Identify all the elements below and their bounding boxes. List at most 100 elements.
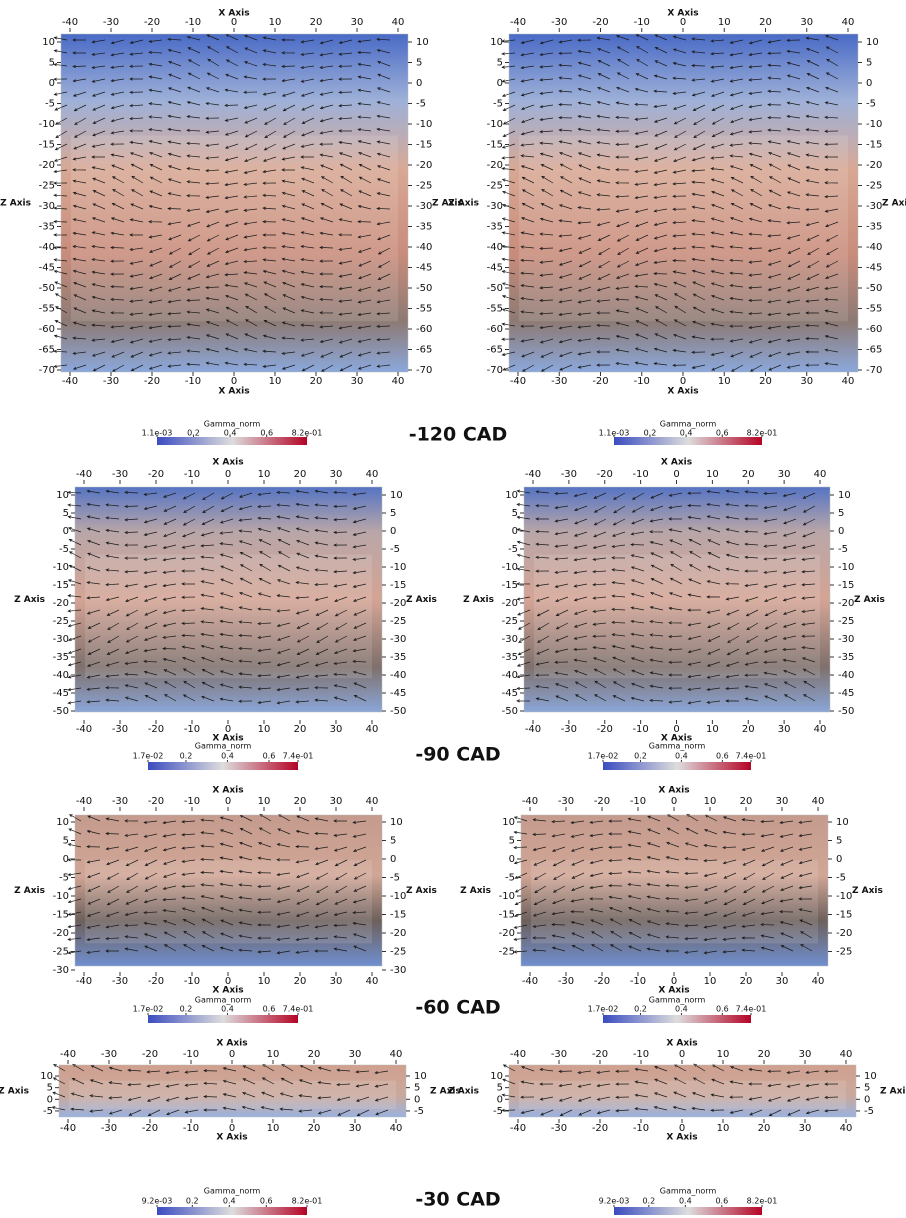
x-tick-label: 30 xyxy=(778,724,791,735)
z-tick-label: -45 xyxy=(416,263,432,274)
z-axis-title: Z Axis xyxy=(463,595,494,605)
z-tick-label: -20 xyxy=(39,160,55,171)
x-tick-label: 40 xyxy=(366,796,379,807)
x-tick-label: -10 xyxy=(632,469,648,480)
x-tick-label: -20 xyxy=(592,1049,608,1060)
x-tick-label: 0 xyxy=(229,1049,235,1060)
z-tick-label: 10 xyxy=(866,37,879,48)
z-tick-label: -5 xyxy=(416,99,426,110)
z-tick-label: 10 xyxy=(502,817,515,828)
z-tick-label: -10 xyxy=(866,119,882,130)
z-tick-label: -40 xyxy=(502,670,518,681)
x-tick-label: -20 xyxy=(592,1123,608,1134)
x-tick-label: 40 xyxy=(366,976,379,987)
colorbar-tick-label: 0.2 xyxy=(644,429,657,438)
z-tick-label: 10 xyxy=(414,1071,427,1082)
x-tick-label: -20 xyxy=(594,976,610,987)
x-tick-label: 30 xyxy=(349,1123,362,1134)
x-tick-label: -30 xyxy=(112,976,128,987)
x-tick-label: 40 xyxy=(814,724,827,735)
z-tick-label: -30 xyxy=(416,201,432,212)
z-tick-label: -5 xyxy=(493,1106,503,1117)
x-tick-label: -10 xyxy=(183,1049,199,1060)
colorbar-tick-label: 0.4 xyxy=(680,429,693,438)
z-axis-title: Z Axis xyxy=(406,595,437,605)
z-tick-label: 0 xyxy=(416,78,422,89)
x-tick-label: -10 xyxy=(183,1123,199,1134)
x-axis-title: X Axis xyxy=(212,786,243,796)
x-tick-label: 20 xyxy=(742,469,755,480)
z-tick-label: -65 xyxy=(487,345,503,356)
x-tick-label: 10 xyxy=(718,17,731,28)
z-tick-label: -5 xyxy=(390,873,400,884)
z-tick-label: -10 xyxy=(416,119,432,130)
z-tick-label: -35 xyxy=(53,652,69,663)
z-axis-title: Z Axis xyxy=(432,199,463,209)
z-tick-label: -25 xyxy=(838,616,854,627)
z-tick-label: 0 xyxy=(497,1094,503,1105)
row-label: -60 CAD xyxy=(415,997,500,1019)
x-tick-label: 20 xyxy=(308,1123,321,1134)
z-tick-label: 0 xyxy=(512,526,518,537)
z-tick-label: -5 xyxy=(493,99,503,110)
vector-field xyxy=(501,34,839,372)
z-tick-label: 10 xyxy=(416,37,429,48)
z-tick-label: -20 xyxy=(836,928,852,939)
surface-overlay xyxy=(534,554,820,679)
colorbar-tick-label: 0.2 xyxy=(642,1197,655,1206)
z-tick-label: 10 xyxy=(390,490,403,501)
colorbar-tick-label: 0.4 xyxy=(223,1197,236,1206)
x-axis-title: X Axis xyxy=(661,458,692,468)
x-axis-title: X Axis xyxy=(216,1039,247,1049)
z-tick-label: 5 xyxy=(390,508,396,519)
x-tick-label: -30 xyxy=(103,376,119,387)
z-tick-label: -20 xyxy=(390,928,406,939)
z-tick-label: -65 xyxy=(39,345,55,356)
z-tick-label: -10 xyxy=(390,562,406,573)
colorbar-tick-label: 8.2e-01 xyxy=(292,429,323,438)
z-tick-label: -25 xyxy=(836,947,852,958)
x-tick-label: -10 xyxy=(184,796,200,807)
x-tick-label: 20 xyxy=(310,17,323,28)
colorbar-title: Gamma_norm xyxy=(195,996,252,1005)
x-tick-label: -20 xyxy=(148,469,164,480)
x-tick-label: 20 xyxy=(294,976,307,987)
vector-field xyxy=(67,489,367,705)
x-tick-label: -30 xyxy=(101,1049,117,1060)
surface-overlay xyxy=(85,554,372,679)
x-tick-label: -40 xyxy=(76,796,92,807)
z-tick-label: -25 xyxy=(499,947,515,958)
colorbar-tick-label: 0.2 xyxy=(180,1005,193,1014)
x-tick-label: -10 xyxy=(184,469,200,480)
z-tick-label: -15 xyxy=(53,910,69,921)
z-tick-label: -45 xyxy=(838,688,854,699)
z-tick-label: 0 xyxy=(864,1094,870,1105)
z-tick-label: -70 xyxy=(39,365,55,376)
x-axis-title: X Axis xyxy=(218,387,249,397)
colorbar-title: Gamma_norm xyxy=(195,742,252,751)
colorbar-tick-label: 7.4e-01 xyxy=(283,752,314,761)
colorbar xyxy=(603,762,751,770)
z-tick-label: 5 xyxy=(866,58,872,69)
z-axis-title: Z Axis xyxy=(460,886,491,896)
z-tick-label: 5 xyxy=(509,836,515,847)
x-tick-label: -40 xyxy=(525,469,541,480)
x-tick-label: -40 xyxy=(60,1049,76,1060)
field xyxy=(59,1065,406,1117)
colorbar-tick-label: 1.7e-02 xyxy=(588,752,619,761)
x-axis-title: X Axis xyxy=(667,9,698,19)
z-tick-label: -35 xyxy=(416,222,432,233)
colorbar-tick-label: 1.1e-03 xyxy=(599,429,630,438)
plot-frame xyxy=(58,1064,407,1118)
x-axis-title: X Axis xyxy=(667,387,698,397)
x-tick-label: 30 xyxy=(778,469,791,480)
x-tick-label: -20 xyxy=(142,1049,158,1060)
x-tick-label: 10 xyxy=(258,796,271,807)
z-tick-label: -20 xyxy=(502,598,518,609)
x-tick-label: 20 xyxy=(294,724,307,735)
z-tick-label: -70 xyxy=(487,365,503,376)
z-tick-label: -20 xyxy=(866,160,882,171)
colorbar-tick-label: 0.6 xyxy=(716,752,729,761)
x-tick-label: -30 xyxy=(558,976,574,987)
z-tick-label: -20 xyxy=(499,928,515,939)
